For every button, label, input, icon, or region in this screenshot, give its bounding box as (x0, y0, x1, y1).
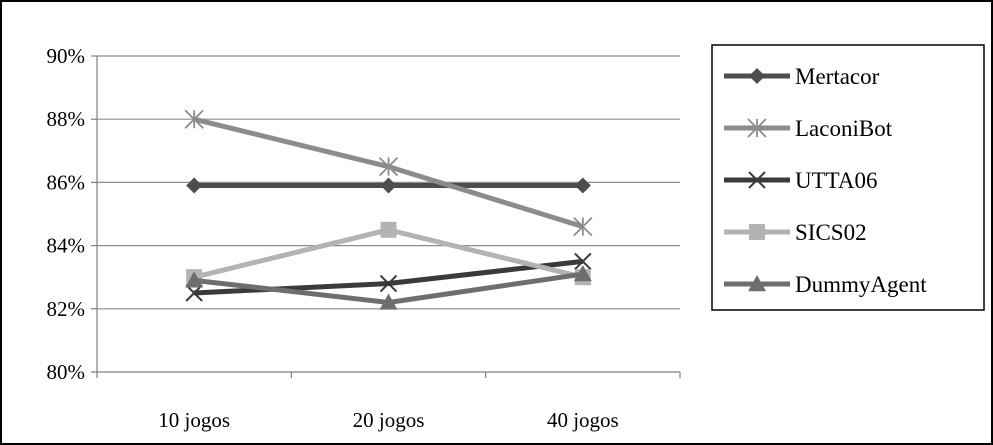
grid-lines (91, 55, 681, 378)
legend-label: LaconiBot (795, 116, 893, 141)
y-axis-ticks: 80% 82% 84% 86% 88% 90% (47, 44, 86, 384)
data-point (574, 252, 592, 271)
y-tick-label: 86% (47, 170, 86, 194)
legend-marker (747, 118, 767, 138)
legend-label: SICS02 (795, 220, 867, 245)
data-point (380, 221, 397, 238)
data-point (573, 265, 592, 282)
legend: Mertacor LaconiBot UTTA06 SICS02 DummyAgent (711, 44, 985, 311)
data-point (185, 271, 204, 288)
legend-label: UTTA06 (795, 168, 877, 193)
x-tick-label: 20 jogos (353, 408, 425, 432)
legend-label: Mertacor (795, 64, 880, 89)
y-tick-label: 90% (47, 44, 86, 68)
data-point (186, 177, 203, 194)
data-point (184, 109, 204, 129)
y-tick-label: 82% (47, 297, 86, 321)
data-point (380, 177, 397, 194)
y-tick-label: 88% (47, 107, 86, 131)
data-point (573, 217, 593, 237)
legend-label: DummyAgent (795, 272, 927, 297)
x-tick-label: 10 jogos (158, 408, 230, 432)
data-point (185, 284, 203, 302)
data-point (378, 156, 399, 177)
data-point (379, 293, 398, 310)
x-axis-ticks: 10 jogos 20 jogos 40 jogos (158, 408, 618, 432)
y-tick-label: 84% (47, 234, 86, 258)
legend-marker (749, 224, 765, 240)
data-point (574, 177, 591, 194)
y-tick-label: 80% (47, 360, 86, 384)
x-tick-label: 40 jogos (547, 408, 619, 432)
series-lines (184, 109, 593, 310)
legend-marker (748, 275, 766, 292)
legend-marker (749, 68, 765, 84)
data-point (379, 274, 398, 293)
legend-marker (748, 171, 766, 189)
